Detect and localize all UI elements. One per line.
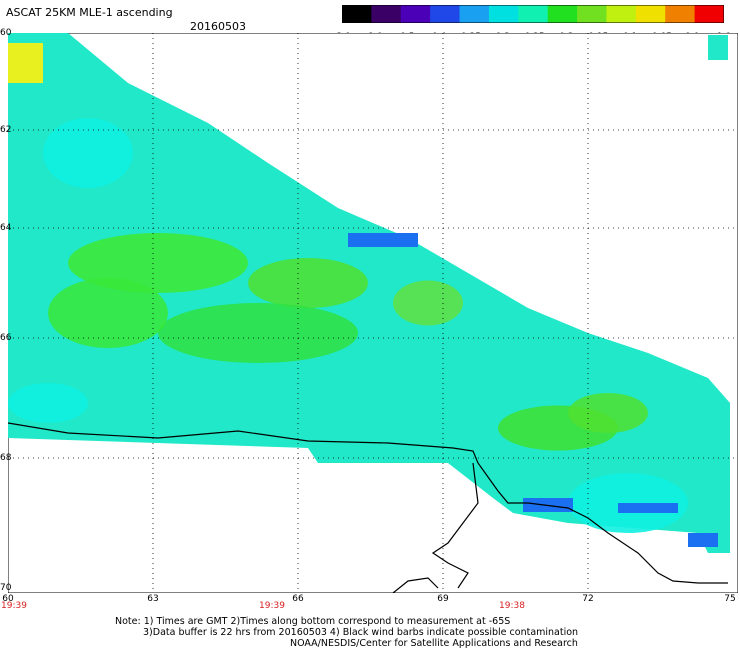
coastline-island: [392, 577, 439, 594]
time-label: 19:39: [1, 601, 27, 611]
map-canvas: [7, 32, 739, 594]
colorbar-swatches: [341, 4, 725, 24]
colorbar-swatch: [459, 5, 490, 23]
longitude-label: 66: [292, 594, 304, 604]
colorbar-swatch: [342, 5, 372, 23]
colorbar-swatch: [606, 5, 637, 23]
colorbar-swatch: [488, 5, 519, 23]
note-line-2: 3)Data buffer is 22 hrs from 20160503 4)…: [143, 627, 579, 638]
blue-region: [348, 233, 418, 247]
colorbar-swatch: [518, 5, 549, 23]
cyan-region: [8, 383, 88, 423]
colorbar-swatch: [430, 5, 461, 23]
colorbar-swatch: [400, 5, 431, 23]
map-panel: [7, 32, 739, 594]
colorbar-swatch: [371, 5, 402, 23]
longitude-label: 60: [2, 594, 14, 604]
colorbar-swatch: [577, 5, 607, 23]
coastline: [7, 422, 728, 584]
longitude-label: 72: [582, 594, 594, 604]
colorbar-swatch: [547, 5, 578, 23]
note-line-3: NOAA/NESDIS/Center for Satellite Applica…: [290, 638, 578, 649]
latitude-label: 68: [0, 453, 12, 463]
colorbar-swatch: [694, 5, 725, 23]
note-line-1: Note: 1) Times are GMT 2)Times along bot…: [115, 616, 511, 627]
green-region: [48, 278, 168, 348]
blue-region: [688, 533, 718, 547]
green-region: [568, 393, 648, 433]
green-region: [68, 233, 248, 293]
chart-title: ASCAT 25KM MLE-1 ascending: [6, 6, 173, 19]
cyan-region: [43, 118, 133, 188]
colorbar-swatch: [635, 5, 666, 23]
longitude-label: 69: [437, 594, 449, 604]
colorbar-swatch: [665, 5, 696, 23]
longitude-label: 75: [724, 594, 736, 604]
longitude-label: 63: [147, 594, 159, 604]
time-label: 19:38: [499, 601, 525, 611]
yellow-region: [8, 43, 43, 83]
time-label: 19:39: [259, 601, 285, 611]
latitude-label: 62: [0, 125, 12, 135]
green-region: [248, 258, 368, 308]
chart-date: 20160503: [190, 20, 246, 33]
blue-region: [618, 503, 678, 513]
latitude-label: 66: [0, 333, 12, 343]
green-region: [393, 280, 463, 326]
latitude-label: 64: [0, 223, 12, 233]
latitude-label: 70: [0, 583, 12, 593]
coastline-peninsula: [431, 462, 479, 589]
latitude-label: 60: [0, 28, 12, 38]
green-region: [158, 303, 358, 363]
cyan-patch: [708, 35, 728, 60]
